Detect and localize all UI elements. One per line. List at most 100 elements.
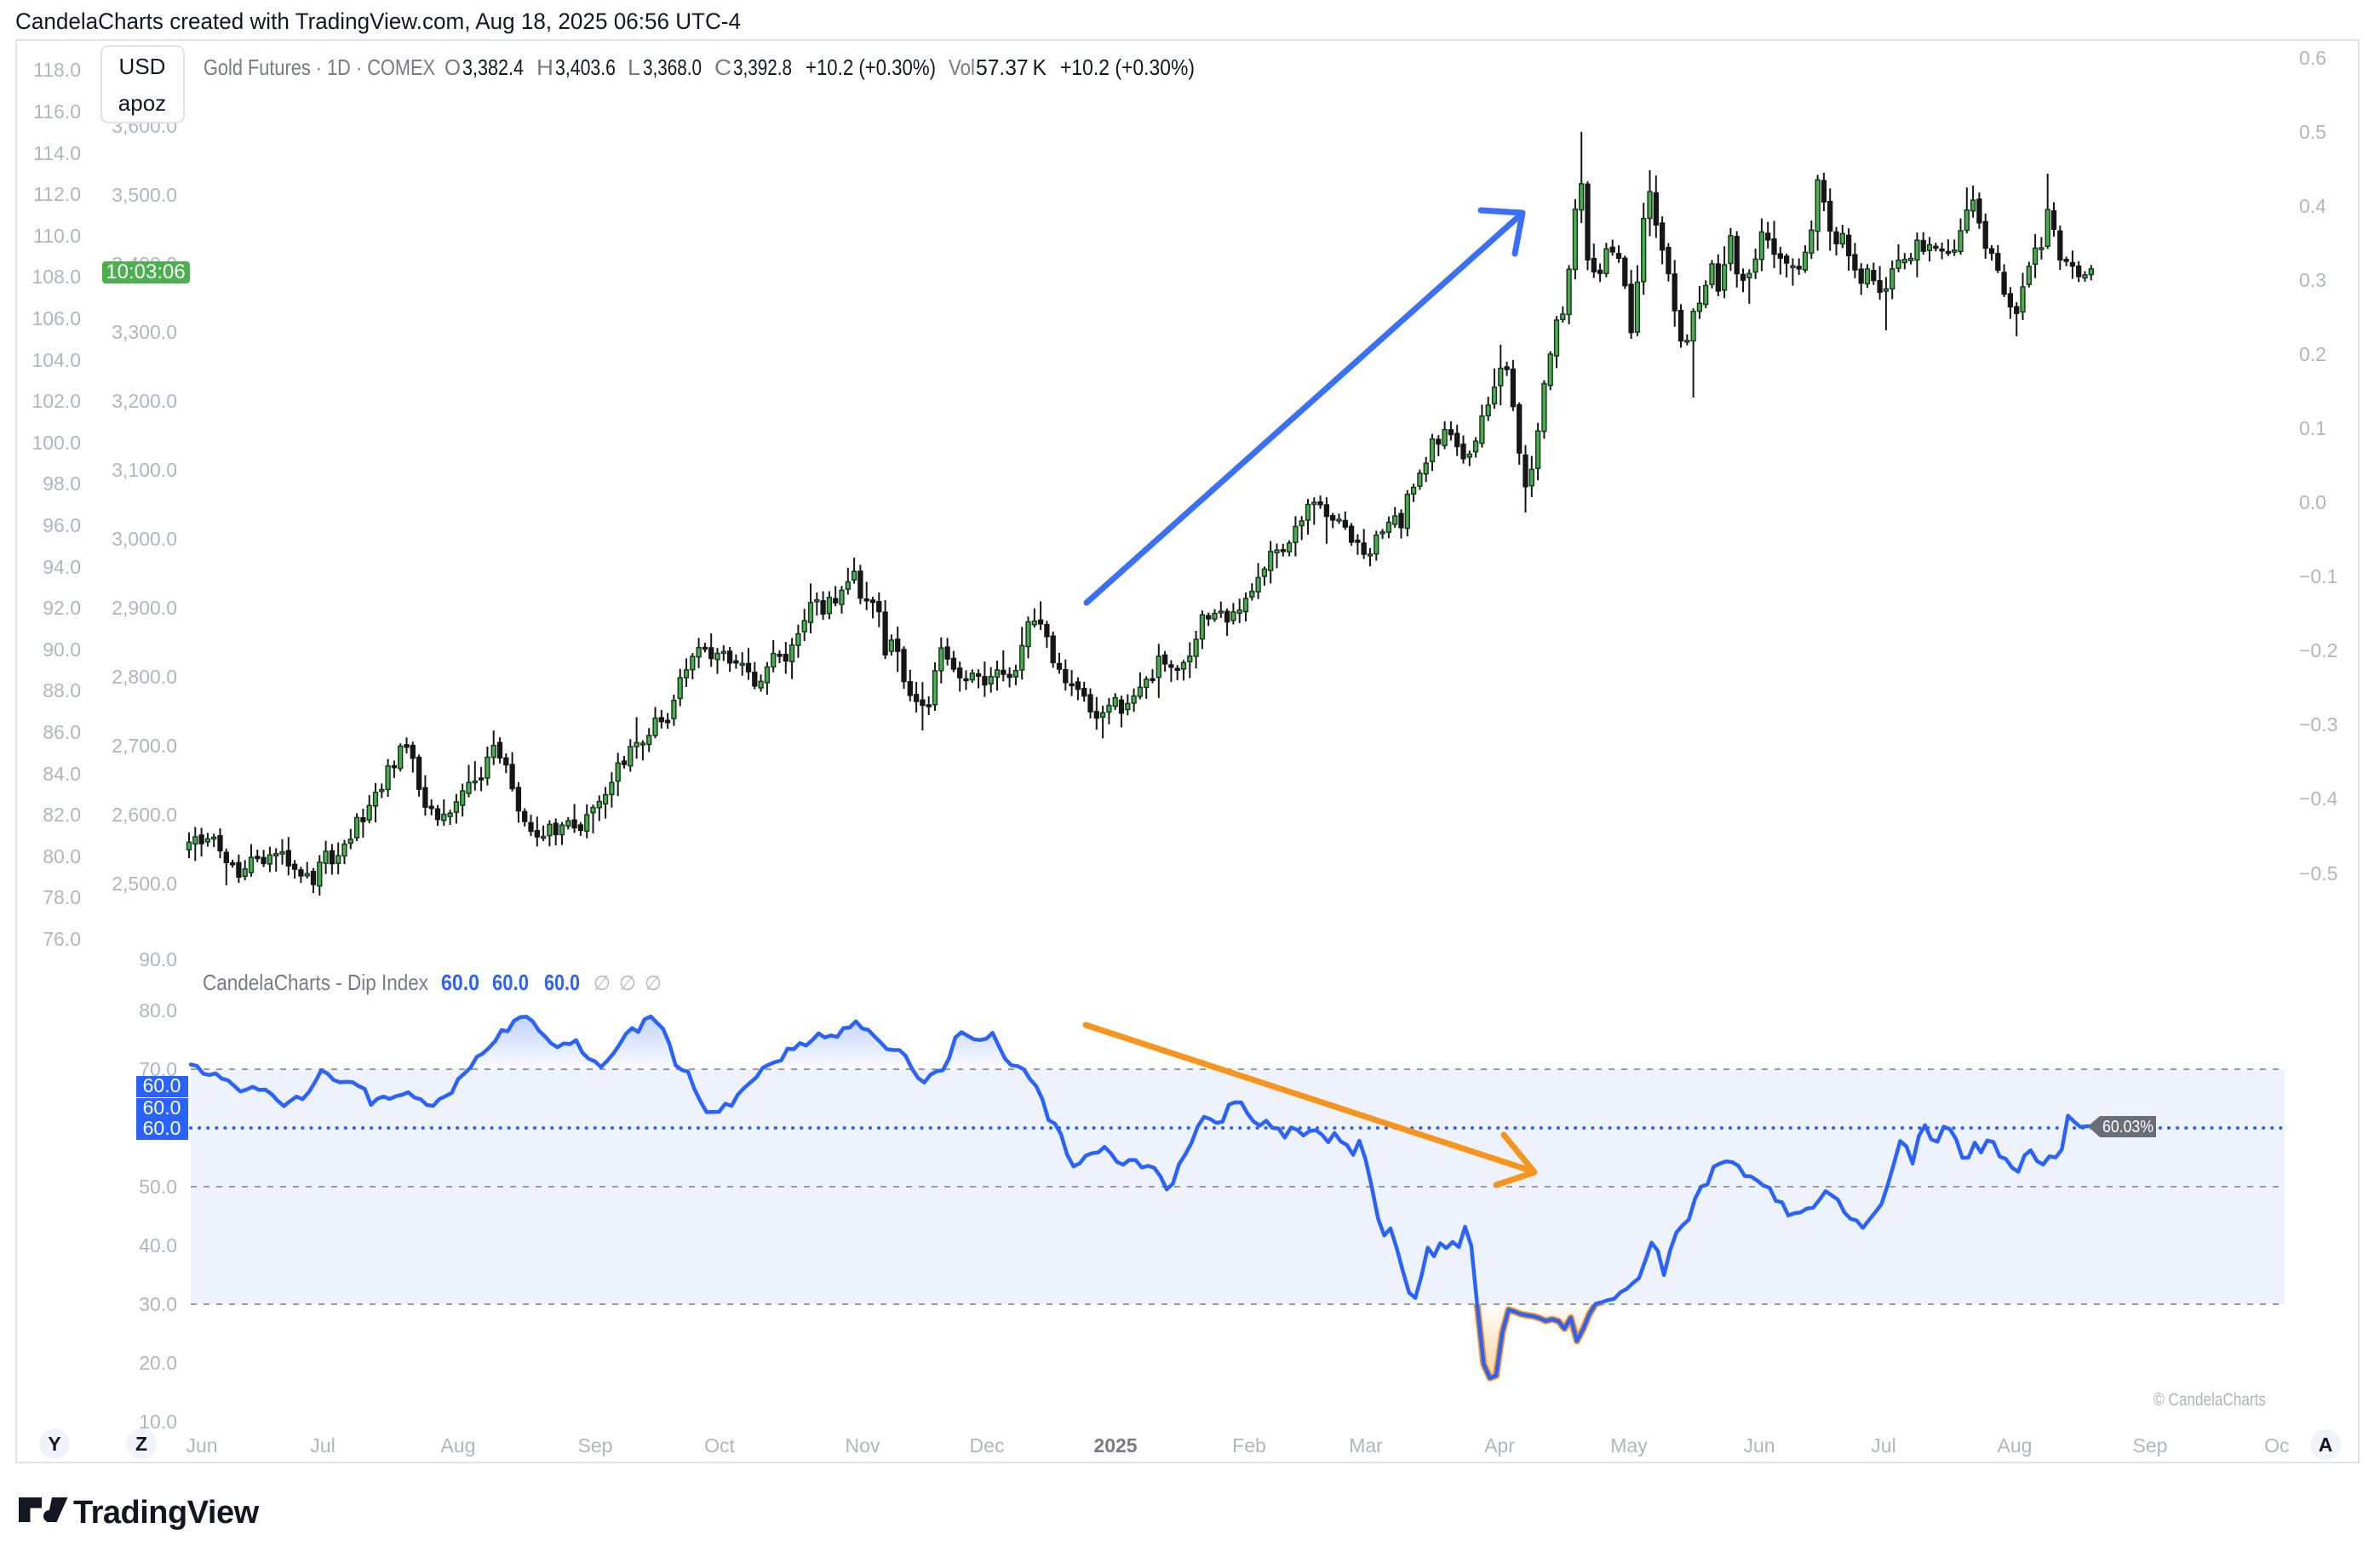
svg-text:0.2: 0.2 [2299,343,2326,365]
svg-text:88.0: 88.0 [43,679,81,701]
svg-text:60.0: 60.0 [143,1117,181,1139]
svg-text:3,500.0: 3,500.0 [112,184,177,206]
svg-text:76.0: 76.0 [43,928,81,950]
svg-text:3,368.0: 3,368.0 [643,54,702,80]
svg-text:L: L [628,54,640,80]
svg-text:−0.3: −0.3 [2299,713,2337,736]
svg-text:0.5: 0.5 [2299,121,2326,143]
svg-text:Mar: Mar [1349,1434,1383,1457]
svg-text:Jun: Jun [186,1434,217,1457]
svg-text:CandelaCharts - Dip Index: CandelaCharts - Dip Index [203,970,428,995]
svg-text:20.0: 20.0 [139,1352,177,1374]
svg-text:Y: Y [48,1433,60,1455]
svg-text:Sep: Sep [578,1434,613,1457]
svg-text:92.0: 92.0 [43,597,81,619]
svg-text:2025: 2025 [1093,1434,1137,1457]
svg-text:60.0: 60.0 [492,970,529,995]
svg-text:−0.4: −0.4 [2299,787,2338,810]
svg-text:84.0: 84.0 [43,763,81,785]
svg-text:3,392.8: 3,392.8 [733,54,792,80]
svg-text:90.0: 90.0 [139,948,177,970]
svg-text:Vol: Vol [949,54,975,80]
svg-text:0.0: 0.0 [2299,491,2326,513]
svg-text:Aug: Aug [1998,1434,2033,1457]
svg-text:+10.2 (+0.30%): +10.2 (+0.30%) [1060,54,1195,80]
svg-text:102.0: 102.0 [32,390,81,412]
svg-text:C: C [714,54,731,80]
svg-text:A: A [2319,1434,2333,1456]
svg-text:96.0: 96.0 [43,514,81,536]
svg-text:108.0: 108.0 [32,266,81,288]
svg-text:110.0: 110.0 [33,225,81,247]
svg-text:H: H [536,54,553,80]
svg-text:104.0: 104.0 [32,349,81,371]
svg-text:60.03%: 60.03% [2102,1118,2153,1136]
svg-text:2,600.0: 2,600.0 [112,804,177,826]
svg-text:CandelaCharts created with Tra: CandelaCharts created with TradingView.c… [15,9,741,34]
svg-text:∅: ∅ [619,972,636,995]
svg-text:Aug: Aug [441,1434,476,1457]
svg-text:78.0: 78.0 [43,886,81,908]
svg-text:106.0: 106.0 [32,307,81,329]
svg-text:∅: ∅ [645,972,662,995]
svg-text:82.0: 82.0 [43,804,81,826]
svg-text:3,100.0: 3,100.0 [112,459,177,481]
svg-text:60.0: 60.0 [441,970,479,995]
svg-text:40.0: 40.0 [139,1234,177,1256]
svg-text:apoz: apoz [118,90,166,116]
svg-text:60.0: 60.0 [143,1096,181,1119]
svg-text:98.0: 98.0 [43,472,81,495]
svg-text:Z: Z [135,1433,147,1455]
svg-text:80.0: 80.0 [43,845,81,867]
svg-text:Nov: Nov [846,1434,880,1457]
svg-text:3,300.0: 3,300.0 [112,321,177,343]
svg-text:3,382.4: 3,382.4 [462,54,524,80]
svg-text:Oct: Oct [2264,1434,2295,1457]
svg-text:114.0: 114.0 [33,142,81,164]
svg-text:94.0: 94.0 [43,556,81,578]
svg-text:0.3: 0.3 [2299,269,2326,291]
svg-text:USD: USD [119,54,166,79]
svg-text:−0.1: −0.1 [2299,565,2337,587]
svg-text:Jul: Jul [310,1434,335,1457]
svg-text:60.0: 60.0 [143,1074,181,1096]
svg-text:112.0: 112.0 [33,183,81,205]
svg-text:Dec: Dec [970,1434,1005,1457]
svg-text:2,500.0: 2,500.0 [112,873,177,895]
svg-text:−0.5: −0.5 [2299,862,2337,884]
svg-text:Feb: Feb [1232,1434,1266,1457]
svg-text:+10.2 (+0.30%): +10.2 (+0.30%) [806,54,936,80]
svg-text:Gold Futures · 1D · COMEX: Gold Futures · 1D · COMEX [204,54,435,80]
svg-text:2,800.0: 2,800.0 [112,666,177,688]
svg-text:May: May [1610,1434,1648,1457]
svg-text:86.0: 86.0 [43,721,81,743]
svg-text:Apr: Apr [1484,1434,1515,1457]
svg-text:Sep: Sep [2133,1434,2168,1457]
svg-text:© CandelaCharts: © CandelaCharts [2153,1390,2266,1410]
svg-text:0.4: 0.4 [2299,195,2326,217]
svg-text:90.0: 90.0 [43,638,81,661]
svg-text:2,700.0: 2,700.0 [112,735,177,757]
svg-text:3,403.6: 3,403.6 [555,54,616,80]
svg-text:116.0: 116.0 [33,100,81,123]
svg-text:Oct: Oct [704,1434,735,1457]
svg-text:30.0: 30.0 [139,1293,177,1315]
svg-text:2,900.0: 2,900.0 [112,597,177,619]
svg-text:0.6: 0.6 [2299,47,2326,69]
svg-text:0.1: 0.1 [2299,417,2326,439]
svg-text:10:03:06: 10:03:06 [106,260,185,283]
svg-text:3,000.0: 3,000.0 [112,528,177,550]
svg-text:Jul: Jul [1871,1434,1895,1457]
svg-text:60.0: 60.0 [544,970,580,995]
svg-text:80.0: 80.0 [139,999,177,1022]
svg-text:100.0: 100.0 [32,432,81,454]
svg-text:TradingView: TradingView [73,1495,260,1531]
svg-text:−0.2: −0.2 [2299,639,2337,661]
svg-text:Jun: Jun [1743,1434,1775,1457]
svg-text:O: O [444,54,461,80]
svg-text:118.0: 118.0 [33,59,81,81]
svg-text:3,200.0: 3,200.0 [112,390,177,412]
svg-text:50.0: 50.0 [139,1176,177,1198]
svg-text:57.37 K: 57.37 K [976,54,1047,80]
svg-text:∅: ∅ [594,972,611,995]
